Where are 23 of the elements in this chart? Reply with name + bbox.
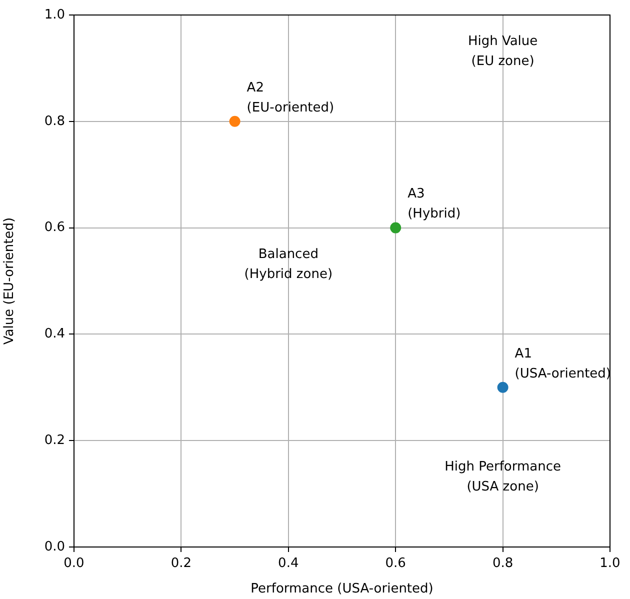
y-tick-label: 0.6 <box>44 220 65 236</box>
y-tick-label: 0.2 <box>44 432 65 448</box>
series-label: A2 (EU-oriented) <box>246 80 334 116</box>
x-tick-label: 0.6 <box>385 556 406 572</box>
series-label: A1 (USA-oriented) <box>514 346 611 382</box>
x-tick-label: 0.2 <box>170 556 192 572</box>
x-axis-title: Performance (USA-oriented) <box>250 582 434 597</box>
x-tick-label: 0.0 <box>64 556 84 572</box>
point <box>497 382 508 393</box>
y-tick-label: 0.4 <box>44 326 65 342</box>
y-axis-title: Value (EU-oriented) <box>2 217 18 345</box>
point <box>390 222 402 234</box>
x-tick-label: 1.0 <box>600 556 620 572</box>
annotation: Balanced (Hybrid zone) <box>244 246 333 282</box>
series-label: A3 (Hybrid) <box>408 186 461 222</box>
annotation: High Value (EU zone) <box>468 34 538 70</box>
y-tick-label: 0.0 <box>44 539 65 554</box>
y-tick-label: 1.0 <box>44 7 65 22</box>
x-tick-label: 0.4 <box>278 556 299 572</box>
annotation: High Performance (USA zone) <box>444 460 561 495</box>
point <box>229 116 240 127</box>
y-tick-label: 0.8 <box>44 114 65 129</box>
x-tick-label: 0.8 <box>492 556 514 572</box>
